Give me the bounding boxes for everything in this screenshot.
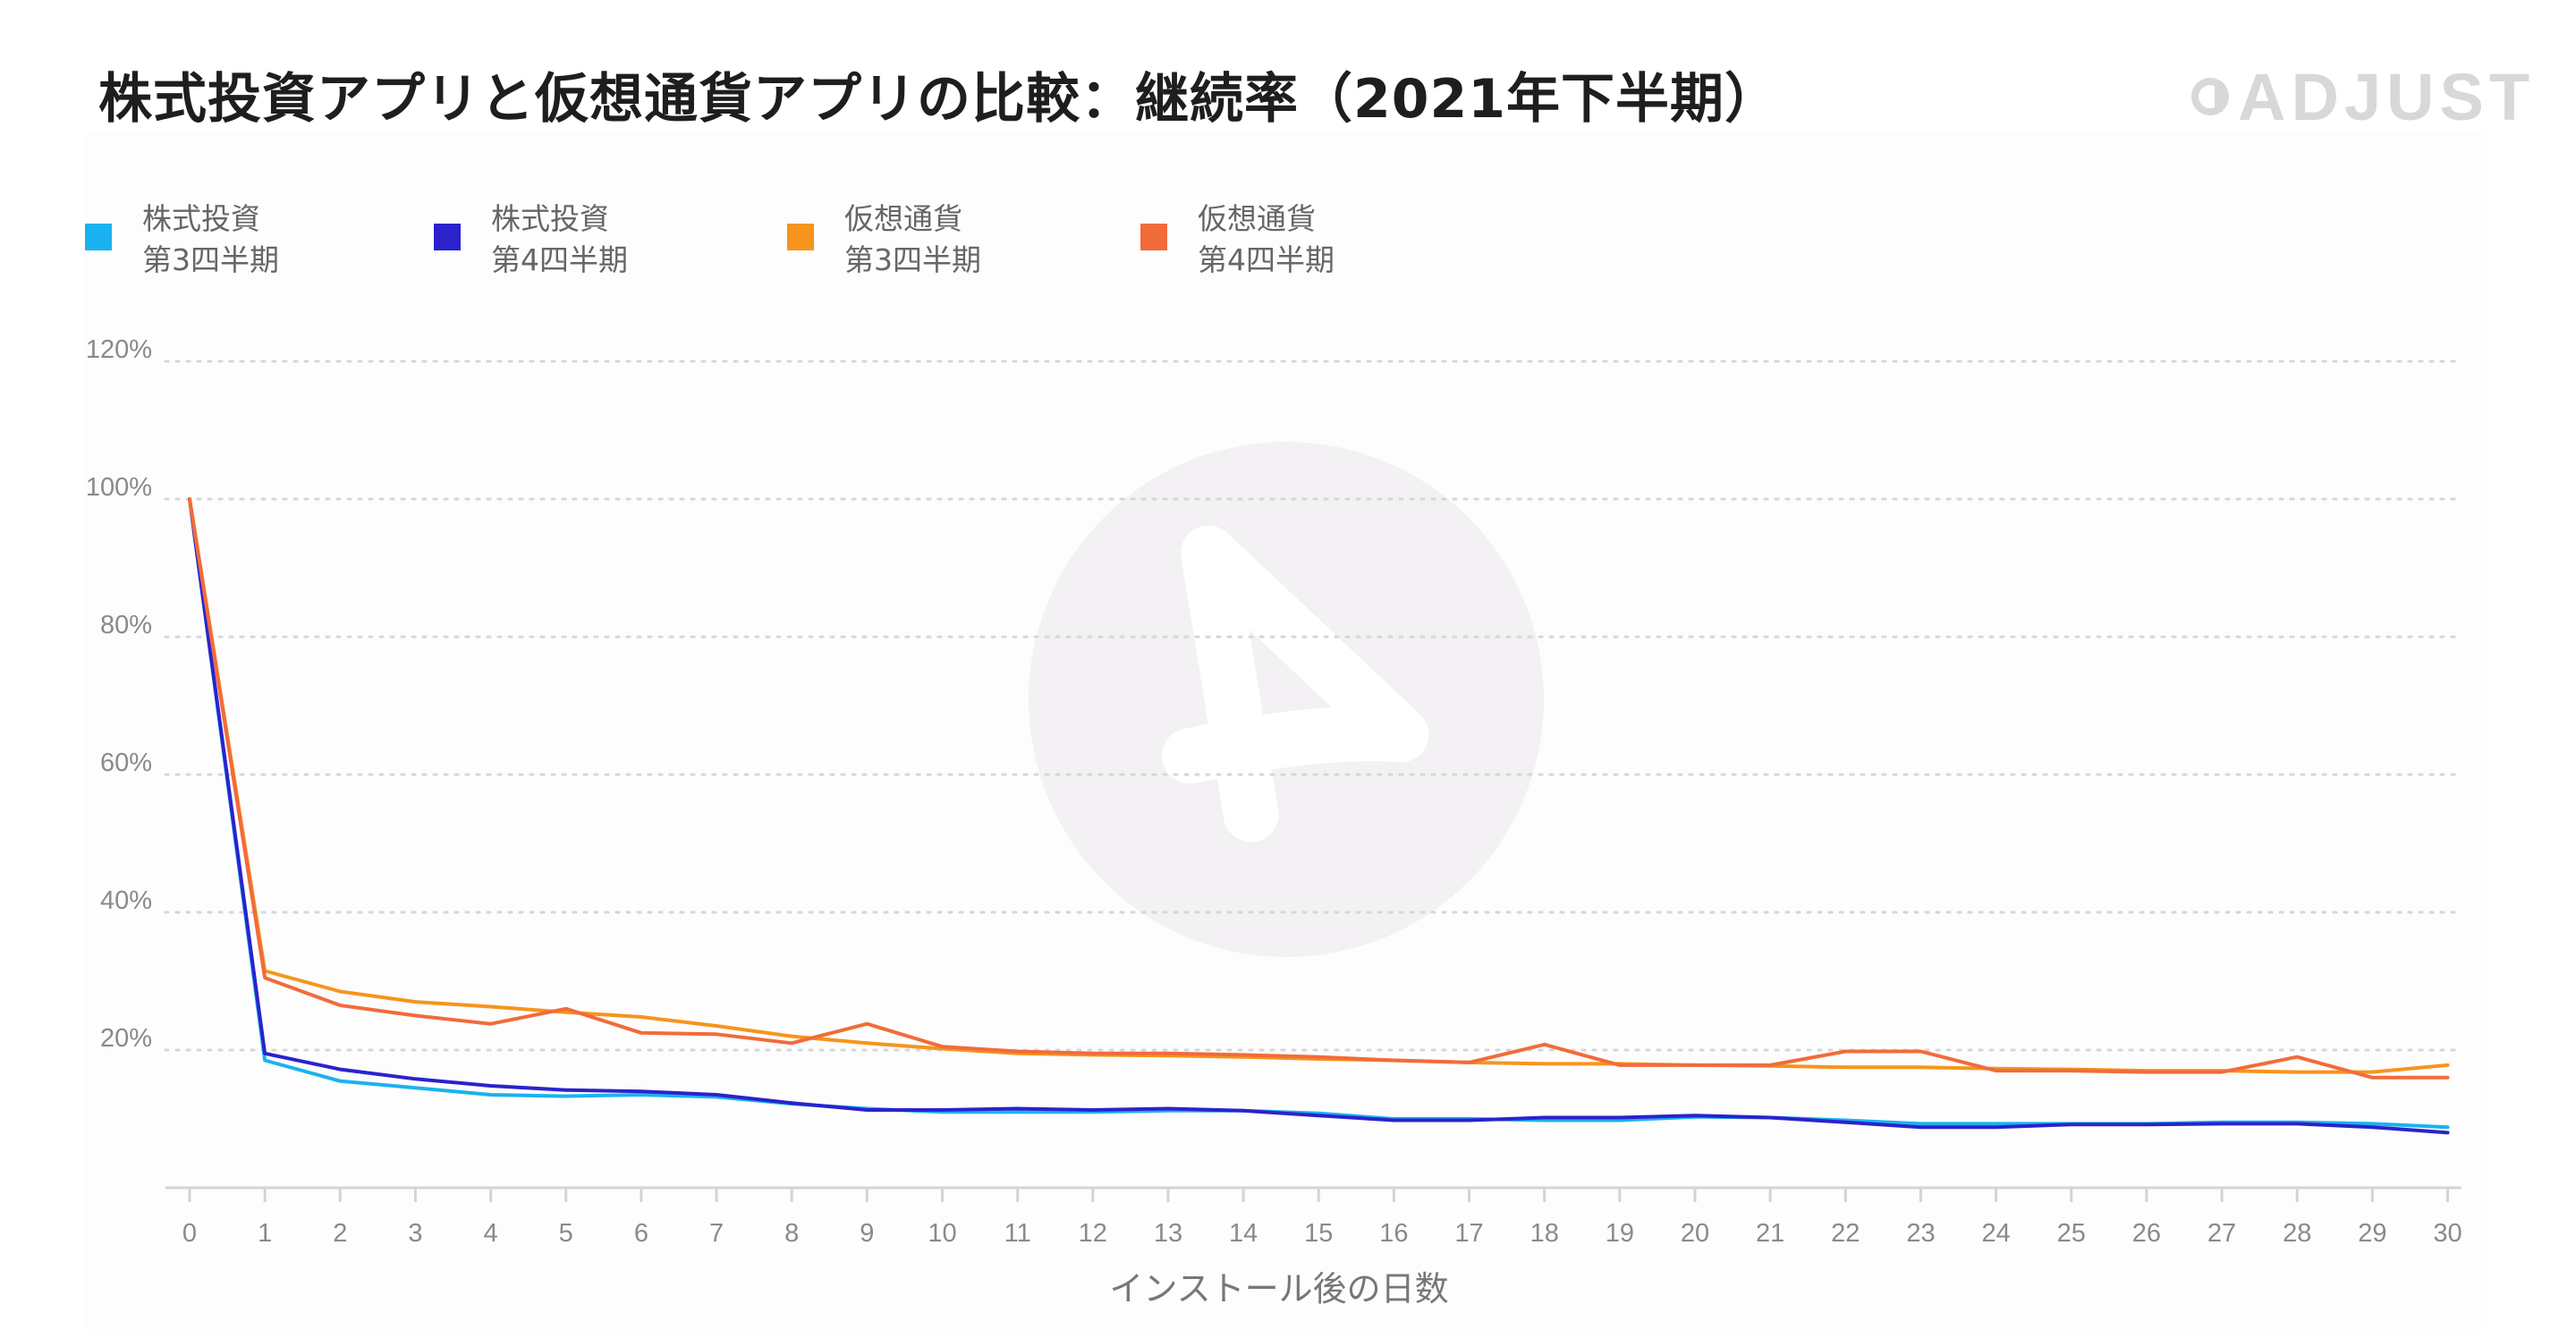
x-tick-label: 11 — [1004, 1219, 1031, 1248]
legend-swatch — [1140, 224, 1167, 250]
x-tick-label: 27 — [2207, 1219, 2236, 1248]
watermark-logo — [1029, 442, 1544, 957]
x-tick-label: 4 — [484, 1219, 498, 1248]
series-lines — [188, 497, 2450, 1135]
x-tick-label: 0 — [182, 1219, 197, 1248]
x-tick-label: 10 — [928, 1219, 956, 1248]
legend-label-line: 仮想通貨 — [844, 201, 962, 236]
x-tick-label: 8 — [784, 1219, 799, 1248]
brand-logo-text: ADJUST — [2238, 59, 2536, 134]
x-tick-label: 3 — [408, 1219, 422, 1248]
x-tick-label: 13 — [1154, 1219, 1182, 1248]
y-tick-label: 120% — [86, 335, 152, 364]
x-tick-label: 15 — [1304, 1219, 1333, 1248]
x-tick-label: 12 — [1079, 1219, 1107, 1248]
legend-label-line: 第4四半期 — [1198, 242, 1335, 277]
y-tick-label: 60% — [100, 749, 152, 777]
x-tick-label: 16 — [1379, 1219, 1408, 1248]
x-tick-label: 24 — [1981, 1219, 2010, 1248]
x-tick-label: 22 — [1831, 1219, 1860, 1248]
legend-label-line: 株式投資 — [491, 201, 609, 236]
y-tick-label: 80% — [100, 611, 152, 640]
x-axis-label: インストール後の日数 — [1109, 1269, 1449, 1309]
y-tick-label: 20% — [100, 1024, 152, 1053]
legend-label-line: 第3四半期 — [844, 242, 981, 277]
x-tick-label: 9 — [860, 1219, 874, 1248]
x-tick-label: 17 — [1454, 1219, 1483, 1248]
chart-title: 株式投資アプリと仮想通貨アプリの比較：継続率（2021年下半期） — [98, 68, 1779, 131]
x-tick-label: 5 — [559, 1219, 573, 1248]
x-tick-label: 6 — [634, 1219, 648, 1248]
y-tick-label: 40% — [100, 886, 152, 915]
legend-item-stock-q3: 株式投資 第3四半期 — [85, 199, 279, 281]
y-tick-label: 100% — [86, 473, 152, 502]
x-tick-label: 19 — [1606, 1219, 1634, 1248]
adjust-logo-icon — [2191, 78, 2229, 115]
x-tick-label: 26 — [2132, 1219, 2161, 1248]
x-tick-label: 25 — [2057, 1219, 2086, 1248]
legend-label-line: 第4四半期 — [491, 242, 628, 277]
x-tick-label: 28 — [2283, 1219, 2311, 1248]
x-tick-label: 7 — [709, 1219, 724, 1248]
series-line-4 — [188, 497, 2450, 1080]
grid-lines — [164, 360, 2463, 1052]
legend-label-line: 仮想通貨 — [1198, 201, 1316, 236]
x-tick-label: 20 — [1681, 1219, 1709, 1248]
legend-swatch — [85, 224, 112, 250]
x-tick-label: 14 — [1229, 1219, 1258, 1248]
legend-label-line: 第3四半期 — [142, 242, 279, 277]
series-line-2 — [188, 497, 2450, 1135]
x-tick-label: 29 — [2358, 1219, 2386, 1248]
legend-label-line: 株式投資 — [142, 201, 260, 236]
legend-swatch — [787, 224, 814, 250]
x-tick-label: 21 — [1756, 1219, 1784, 1248]
legend-item-crypto-q3: 仮想通貨 第3四半期 — [787, 199, 981, 281]
legend-item-stock-q4: 株式投資 第4四半期 — [434, 199, 628, 281]
y-tick-labels: 20% 40% 60% 80% 100% 120% — [86, 335, 152, 1053]
x-tick-label: 18 — [1530, 1219, 1559, 1248]
brand-logo: ADJUST — [2190, 59, 2536, 134]
x-tick-label: 2 — [333, 1219, 347, 1248]
x-tick-label: 23 — [1906, 1219, 1935, 1248]
x-tick-label: 30 — [2433, 1219, 2462, 1248]
axes — [165, 1186, 2462, 1202]
x-tick-labels: 0 1 2 3 4 5 6 7 8 9 10 11 12 13 14 15 16 17 18 19 20 21 22 23 24… — [182, 1219, 2462, 1248]
legend-item-crypto-q4: 仮想通貨 第4四半期 — [1140, 199, 1335, 281]
x-tick-label: 1 — [258, 1219, 272, 1248]
legend-swatch — [434, 224, 461, 250]
